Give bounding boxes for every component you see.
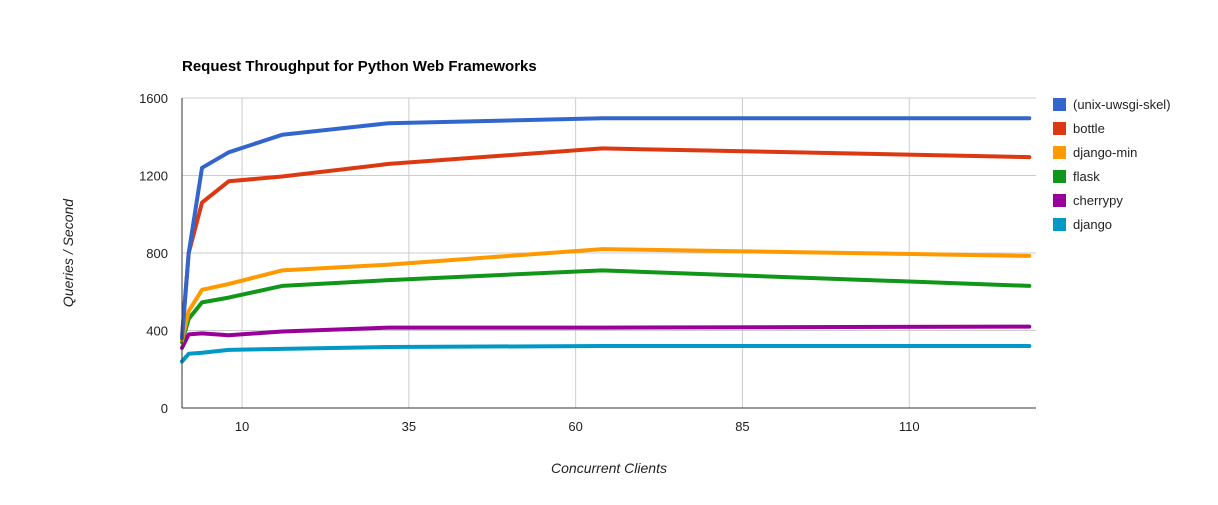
- legend-item: (unix-uwsgi-skel): [1053, 97, 1171, 112]
- x-axis-title: Concurrent Clients: [551, 460, 667, 476]
- chart-title: Request Throughput for Python Web Framew…: [182, 58, 537, 75]
- legend-item: django: [1053, 217, 1112, 232]
- legend-label: django: [1073, 217, 1112, 232]
- legend-label: cherrypy: [1073, 193, 1123, 208]
- y-tick-label: 800: [146, 246, 168, 261]
- legend-swatch: [1053, 218, 1066, 231]
- y-tick-label: 400: [146, 324, 168, 339]
- legend-swatch: [1053, 194, 1066, 207]
- series-layer: [180, 116, 1032, 364]
- grid: [182, 97, 1036, 408]
- x-tick-label: 35: [402, 419, 416, 434]
- series-line-flask: [180, 268, 1032, 345]
- legend-item: cherrypy: [1053, 193, 1123, 208]
- x-tick-label: 110: [899, 419, 920, 434]
- legend-label: flask: [1073, 169, 1100, 184]
- legend-label: django-min: [1073, 145, 1137, 160]
- legend-label: bottle: [1073, 121, 1105, 136]
- legend-item: flask: [1053, 169, 1100, 184]
- series-line-cherrypy: [180, 324, 1032, 350]
- y-tick-label: 1200: [139, 169, 168, 184]
- legend-swatch: [1053, 98, 1066, 111]
- legend: (unix-uwsgi-skel) bottle django-min flask ch…: [1053, 97, 1171, 232]
- tick-labels: 0 400 800 1200 1600 10 35 60 85 110: [139, 91, 920, 434]
- series-line-django-min: [180, 247, 1032, 343]
- legend-swatch: [1053, 146, 1066, 159]
- y-tick-label: 0: [161, 401, 168, 416]
- legend-item: bottle: [1053, 121, 1105, 136]
- legend-swatch: [1053, 122, 1066, 135]
- legend-item: django-min: [1053, 145, 1137, 160]
- x-tick-label: 60: [568, 419, 582, 434]
- x-tick-label: 10: [235, 419, 249, 434]
- series-line-bottle: [180, 146, 1032, 339]
- x-tick-label: 85: [735, 419, 749, 434]
- legend-swatch: [1053, 170, 1066, 183]
- y-tick-label: 1600: [139, 91, 168, 106]
- legend-label: (unix-uwsgi-skel): [1073, 97, 1171, 112]
- series-line-django: [180, 344, 1032, 364]
- y-axis-title: Queries / Second: [60, 198, 76, 307]
- series-line-unix-uwsgi-skel: [180, 116, 1032, 341]
